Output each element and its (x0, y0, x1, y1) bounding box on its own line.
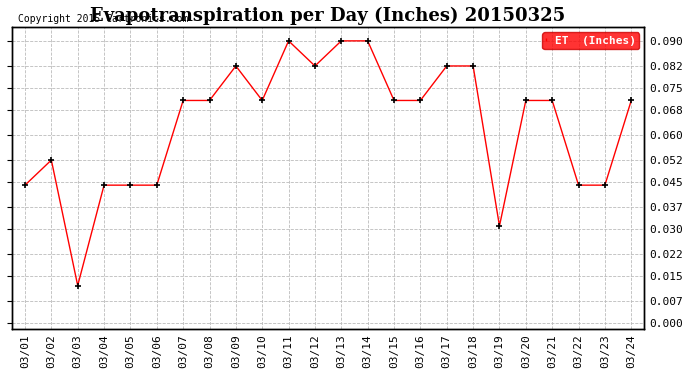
Title: Evapotranspiration per Day (Inches) 20150325: Evapotranspiration per Day (Inches) 2015… (90, 7, 566, 25)
Text: Copyright 2015 Cartronics.com: Copyright 2015 Cartronics.com (18, 14, 188, 24)
Legend: ET  (Inches): ET (Inches) (542, 32, 639, 49)
